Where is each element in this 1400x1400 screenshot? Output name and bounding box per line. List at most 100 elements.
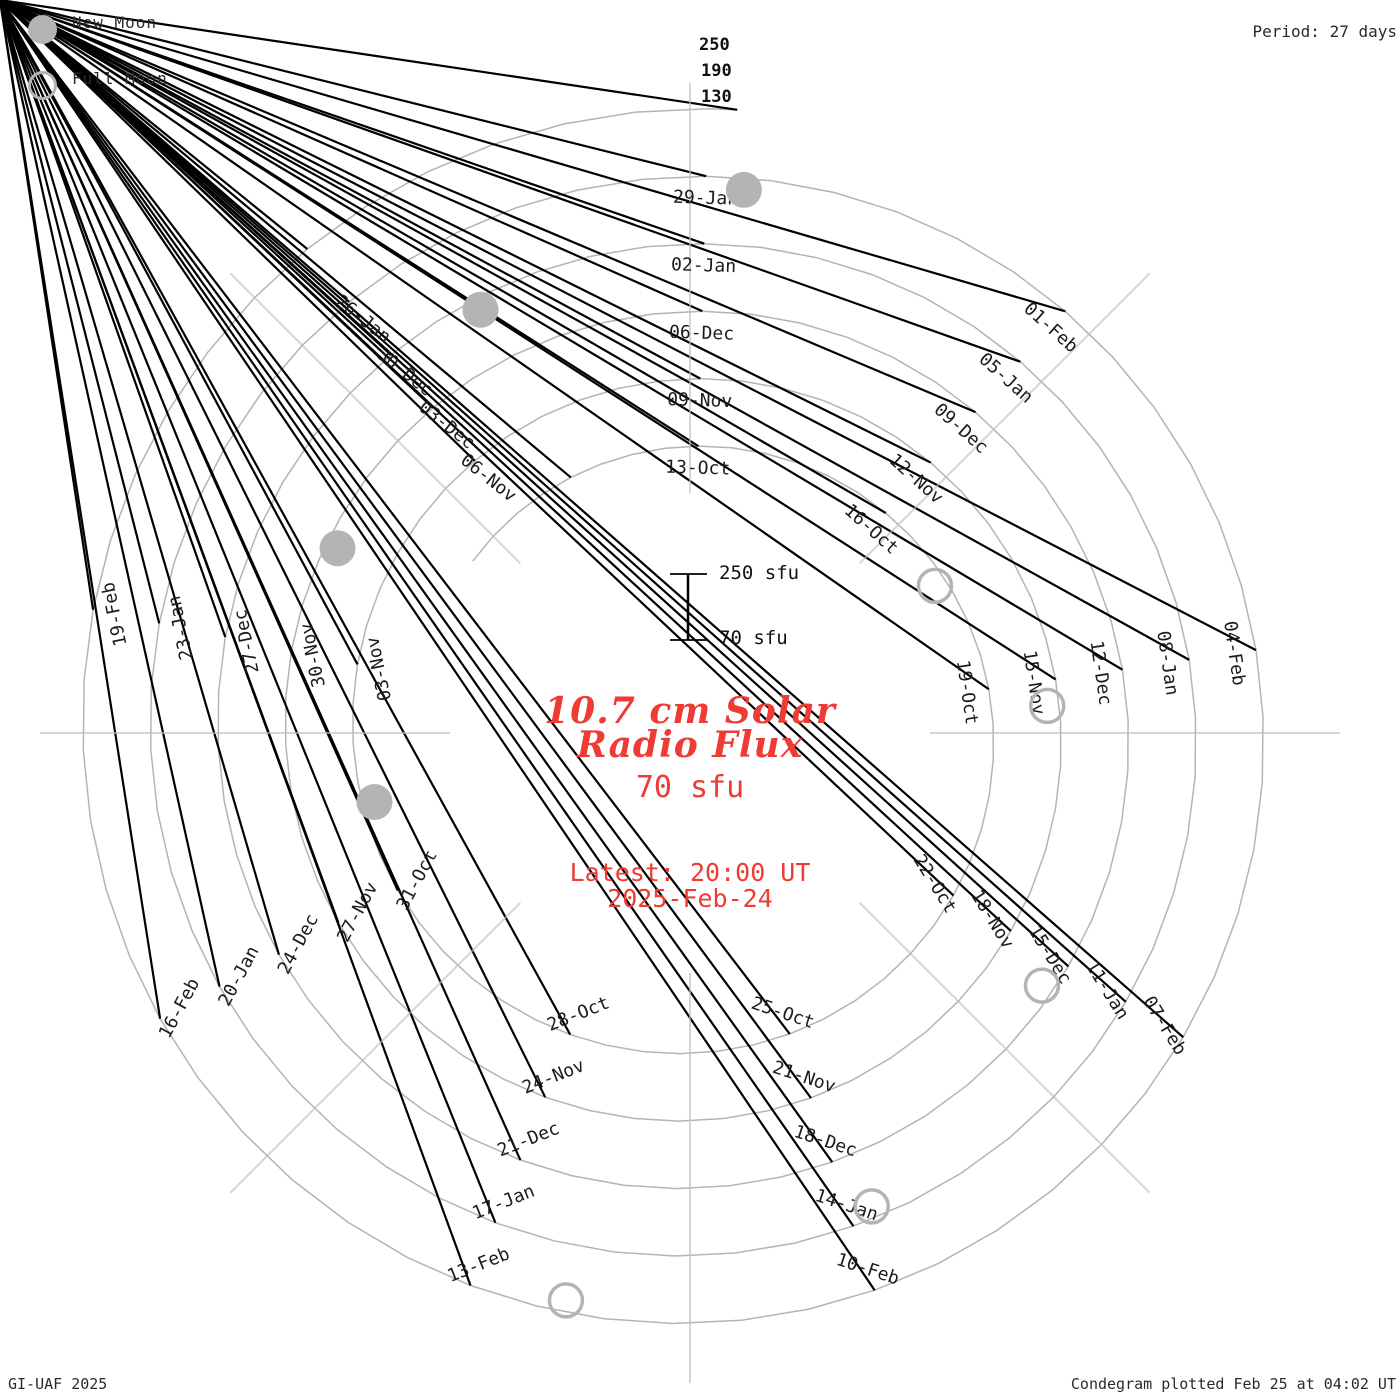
segment-edge bbox=[0, 0, 221, 987]
segment-boundary-group bbox=[0, 0, 1257, 1291]
date-label-21-Nov: 21-Nov bbox=[770, 1057, 838, 1097]
moon-marker-group bbox=[319, 171, 1066, 1319]
date-label-13-Feb: 13-Feb bbox=[445, 1243, 513, 1287]
latest-date: 2025-Feb-24 bbox=[607, 884, 773, 913]
date-label-12-Dec: 12-Dec bbox=[1086, 639, 1116, 706]
segment-edge bbox=[0, 0, 1190, 661]
full-moon-marker-15-Nov bbox=[1028, 687, 1066, 725]
segment-edge bbox=[0, 0, 707, 178]
segment-edge bbox=[0, 0, 227, 638]
date-label-15-Dec: 15-Dec bbox=[1024, 922, 1076, 988]
segment-edge bbox=[0, 0, 1123, 671]
segment-edge bbox=[0, 0, 1066, 313]
segment-edge bbox=[0, 0, 497, 1224]
segment-edge bbox=[0, 0, 834, 1163]
segment-edge bbox=[0, 0, 476, 462]
date-label-10-Feb: 10-Feb bbox=[834, 1249, 902, 1289]
segment-edge bbox=[0, 0, 701, 380]
latest-time: Latest: 20:00 UT bbox=[569, 858, 811, 887]
date-label-07-Feb: 07-Feb bbox=[1138, 993, 1190, 1059]
radial-gridline bbox=[858, 901, 1151, 1194]
full-moon-swatch-icon bbox=[28, 71, 57, 100]
segment-edge bbox=[0, 0, 281, 955]
segment-edge bbox=[0, 0, 572, 1036]
segment-edge bbox=[0, 0, 976, 414]
date-label-15-Nov: 15-Nov bbox=[1019, 649, 1049, 716]
chart-title-line2: Radio Flux bbox=[576, 724, 804, 766]
radial-gridline bbox=[229, 901, 522, 1194]
segment-edge bbox=[0, 0, 1021, 363]
segment-edge bbox=[0, 0, 990, 691]
segment-edge bbox=[0, 0, 1127, 1003]
date-label-13-Oct: 13-Oct bbox=[665, 457, 731, 480]
new-moon-marker-01-Dec bbox=[319, 530, 356, 567]
segment-edge bbox=[0, 0, 812, 1099]
full-moon-marker-12-Feb bbox=[547, 1282, 585, 1319]
date-label-03-Nov: 03-Nov bbox=[362, 635, 396, 703]
segment-edge bbox=[0, 0, 876, 1291]
date-label-04-Feb: 04-Feb bbox=[1219, 620, 1249, 687]
new-moon-marker-01-Nov bbox=[356, 783, 393, 820]
segment-edge bbox=[0, 0, 932, 464]
scalebar-max-label: 250 sfu bbox=[719, 562, 800, 584]
segment-edge bbox=[0, 0, 472, 1286]
axis-tick-130: 130 bbox=[701, 87, 732, 107]
segment-edge bbox=[0, 0, 95, 610]
date-label-18-Dec: 18-Dec bbox=[791, 1121, 859, 1161]
period-label: Period: 27 days bbox=[1252, 22, 1398, 41]
date-label-09-Dec: 09-Dec bbox=[930, 399, 993, 458]
radial-gridline bbox=[229, 272, 522, 565]
date-label-06-Dec: 06-Dec bbox=[669, 322, 735, 345]
date-label-17-Jan: 17-Jan bbox=[470, 1181, 538, 1225]
segment-edge bbox=[0, 0, 1057, 681]
date-label-28-Oct: 28-Oct bbox=[544, 992, 612, 1036]
full-moon-marker-17-Oct bbox=[916, 567, 954, 605]
segment-edge bbox=[0, 0, 703, 313]
date-label-02-Jan: 02-Jan bbox=[671, 254, 737, 277]
segment-edge bbox=[0, 0, 1257, 652]
plot-timestamp: Condegram plotted Feb 25 at 04:02 UT bbox=[1070, 1375, 1396, 1393]
source-credit: GI-UAF 2025 bbox=[8, 1375, 108, 1393]
date-label-19-Oct: 19-Oct bbox=[952, 659, 982, 726]
segment-edge bbox=[0, 0, 547, 1098]
date-label-19-Feb: 19-Feb bbox=[98, 580, 132, 648]
segment-edge bbox=[0, 0, 359, 665]
radial-spoke-group bbox=[40, 83, 1340, 1383]
chart-title-line1: 10.7 cm Solar bbox=[544, 690, 836, 732]
segment-edge bbox=[0, 0, 1184, 1039]
full-moon-marker-15-Dec bbox=[1023, 967, 1061, 1004]
date-label-24-Nov: 24-Nov bbox=[519, 1055, 587, 1099]
date-label-16-Feb: 16-Feb bbox=[155, 975, 204, 1042]
date-label-12-Nov: 12-Nov bbox=[885, 450, 948, 509]
radial-gridline bbox=[858, 272, 1151, 565]
full-moon-marker-13-Jan bbox=[853, 1188, 890, 1225]
full-moon-legend-label: Full Moon bbox=[72, 69, 168, 88]
segment-edge bbox=[0, 0, 738, 111]
new-moon-swatch-icon bbox=[28, 15, 57, 44]
segment-edge bbox=[0, 0, 887, 514]
axis-tick-250: 250 bbox=[699, 35, 730, 55]
date-label-09-Nov: 09-Nov bbox=[667, 389, 733, 412]
new-moon-marker-30-Dec bbox=[462, 291, 499, 328]
new-moon-legend-label: New Moon bbox=[72, 13, 158, 32]
latest-observation-label: Latest: 20:00 UT 2025-Feb-24 bbox=[420, 860, 960, 912]
date-label-27-Nov: 27-Nov bbox=[333, 879, 382, 946]
date-label-23-Jan: 23-Jan bbox=[164, 594, 198, 662]
date-label-29-Jan: 29-Jan bbox=[673, 187, 739, 210]
segment-edge bbox=[0, 0, 791, 1035]
segment-edge bbox=[0, 0, 1012, 932]
new-moon-marker-29-Jan bbox=[725, 171, 762, 208]
date-label-24-Dec: 24-Dec bbox=[274, 911, 323, 978]
date-label-20-Jan: 20-Jan bbox=[214, 943, 263, 1010]
segment-edge bbox=[0, 0, 572, 479]
baseline-value-label: 70 sfu bbox=[635, 770, 745, 805]
segment-edge bbox=[0, 0, 309, 250]
segment-edge bbox=[0, 0, 434, 409]
segment-edge bbox=[0, 0, 855, 1227]
axis-tick-190: 190 bbox=[701, 61, 732, 81]
chart-title: 10.7 cm Solar Radio Flux bbox=[460, 693, 920, 763]
date-label-08-Jan: 08-Jan bbox=[1152, 629, 1182, 696]
segment-edge bbox=[0, 0, 522, 1161]
